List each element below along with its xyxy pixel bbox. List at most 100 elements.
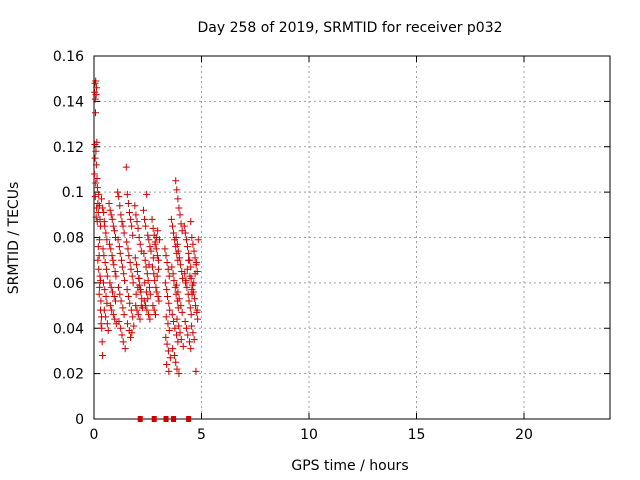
data-point [127, 265, 135, 273]
data-point [187, 218, 195, 226]
data-point [194, 315, 202, 323]
data-point [153, 252, 161, 260]
data-point [184, 331, 192, 339]
data-point [121, 345, 129, 353]
data-point [150, 306, 158, 314]
data-point [107, 211, 115, 219]
data-point [183, 283, 191, 291]
data-point [96, 215, 104, 223]
data-point [117, 297, 125, 305]
data-point [156, 236, 164, 244]
data-point [107, 283, 115, 291]
data-point [181, 229, 189, 237]
data-point [102, 229, 110, 237]
data-point [99, 279, 107, 287]
data-point [119, 338, 127, 346]
data-point [145, 236, 153, 244]
data-point [118, 256, 126, 264]
data-point [181, 270, 189, 278]
data-point [96, 283, 104, 291]
data-point [121, 277, 129, 285]
data-point [191, 302, 199, 310]
data-point [119, 304, 127, 312]
data-point [110, 292, 118, 300]
chart-title: Day 258 of 2019, SRMTID for receiver p03… [197, 20, 502, 36]
data-point [129, 313, 137, 321]
data-point [176, 254, 184, 262]
data-point [92, 77, 100, 85]
plot-frame [93, 55, 611, 420]
data-point [140, 249, 148, 257]
data-point [108, 215, 116, 223]
data-point [162, 252, 170, 260]
data-point [93, 84, 101, 92]
data-point [141, 256, 149, 264]
data-point [191, 254, 199, 262]
data-point [124, 320, 132, 328]
data-point [111, 315, 119, 323]
x-tick-label: 10 [300, 427, 318, 443]
data-point [151, 277, 159, 285]
data-point [165, 272, 173, 280]
data-point [124, 199, 132, 207]
data-point [108, 252, 116, 260]
data-point [116, 249, 124, 257]
data-point [100, 209, 108, 217]
data-point [182, 236, 190, 244]
data-point [105, 199, 113, 207]
zero-marker [163, 416, 169, 422]
data-point [174, 247, 182, 255]
data-point [169, 270, 177, 278]
data-point [93, 175, 101, 183]
data-point [124, 292, 132, 300]
data-point [165, 299, 173, 307]
data-point [191, 295, 199, 303]
data-point [174, 195, 182, 203]
data-point [187, 274, 195, 282]
data-point [105, 240, 113, 248]
data-point [94, 243, 102, 251]
data-point [123, 238, 131, 246]
data-point [99, 351, 107, 359]
data-point [95, 265, 103, 273]
x-tick-label: 15 [408, 427, 426, 443]
data-point [141, 215, 149, 223]
data-point [174, 288, 182, 296]
data-point [95, 290, 103, 298]
data-point [100, 306, 108, 314]
data-point [133, 268, 141, 276]
data-point [127, 333, 135, 341]
data-point [170, 229, 178, 237]
data-point [128, 329, 136, 337]
data-point [102, 292, 110, 300]
data-point [182, 279, 190, 287]
data-point [97, 297, 105, 305]
data-point [123, 190, 131, 198]
data-point [173, 315, 181, 323]
data-point [136, 315, 144, 323]
data-point [148, 263, 156, 271]
data-point [98, 195, 106, 203]
data-point [119, 222, 127, 230]
data-point [141, 279, 149, 287]
y-tick-label: 0.06 [53, 276, 84, 292]
data-point [145, 283, 153, 291]
data-point [176, 261, 184, 269]
data-point [120, 311, 128, 319]
data-point [128, 272, 136, 280]
data-point [175, 204, 183, 212]
x-axis-label: GPS time / hours [291, 458, 408, 474]
data-point [173, 365, 181, 373]
data-point [152, 283, 160, 291]
data-point [131, 202, 139, 210]
data-point [149, 224, 157, 232]
data-point [164, 347, 172, 355]
data-point [106, 206, 114, 214]
data-point [170, 351, 178, 359]
data-point [155, 297, 163, 305]
data-point [163, 340, 171, 348]
data-point [168, 311, 176, 319]
grid [94, 56, 610, 419]
data-point [192, 258, 200, 266]
data-point [128, 222, 136, 230]
